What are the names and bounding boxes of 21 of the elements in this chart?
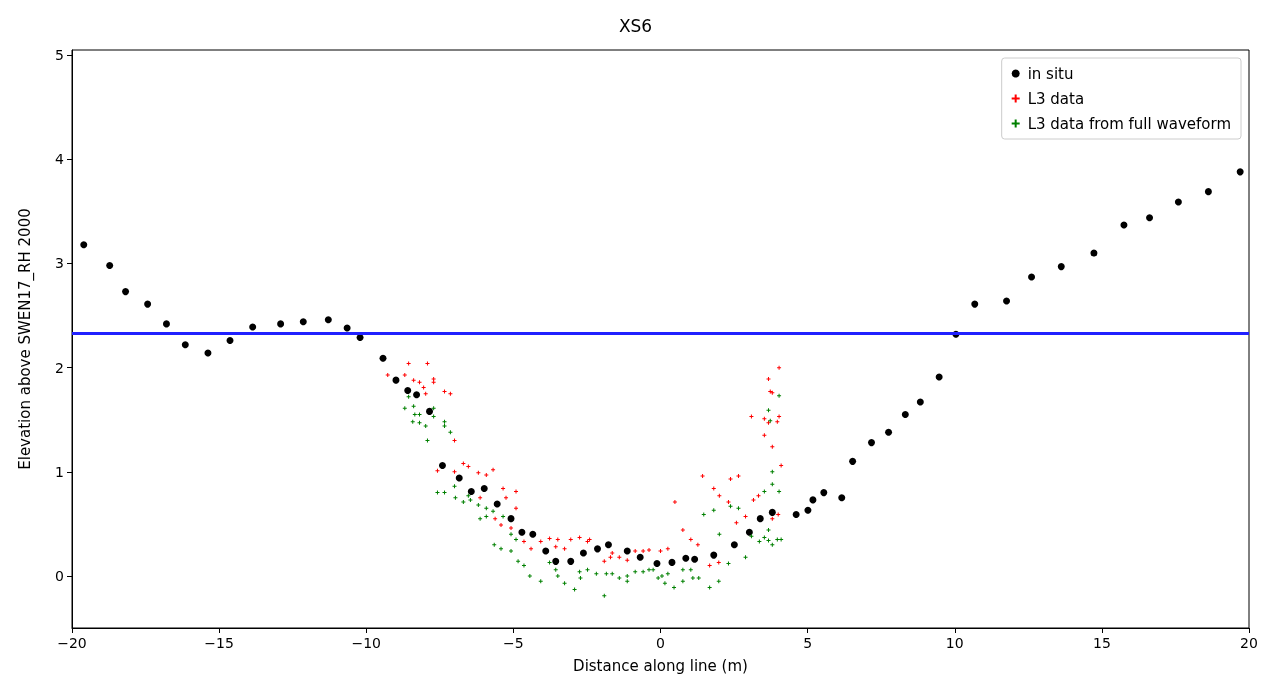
x-tick-label: 0: [656, 635, 665, 651]
y-tick-label: 4: [55, 151, 65, 168]
y-tick-label: 1: [55, 463, 64, 480]
y-tick-label: 0: [55, 567, 64, 584]
x-tick-label: −15: [204, 635, 234, 651]
y-tick-label: 2: [55, 359, 64, 376]
legend-label: in situ: [1027, 64, 1074, 83]
x-tick-label: 10: [945, 635, 964, 651]
x-tick-label: 15: [1092, 635, 1111, 651]
x-tick-label: 5: [803, 635, 813, 651]
legend-label: L3 data: [1027, 89, 1085, 108]
chart-title: XS6: [618, 15, 653, 36]
y-axis-title: Elevation above SWEN17_RH 2000: [15, 208, 35, 470]
y-tick-label: 3: [55, 255, 64, 272]
legend-label: L3 data from full waveform: [1027, 114, 1231, 133]
y-tick-label: 5: [55, 47, 64, 64]
x-tick-label: 20: [1240, 635, 1258, 651]
x-tick-label: −10: [351, 635, 382, 651]
x-axis-title: Distance along line (m): [573, 656, 748, 675]
x-tick-label: −20: [57, 635, 87, 651]
x-tick-label: −5: [503, 635, 524, 651]
